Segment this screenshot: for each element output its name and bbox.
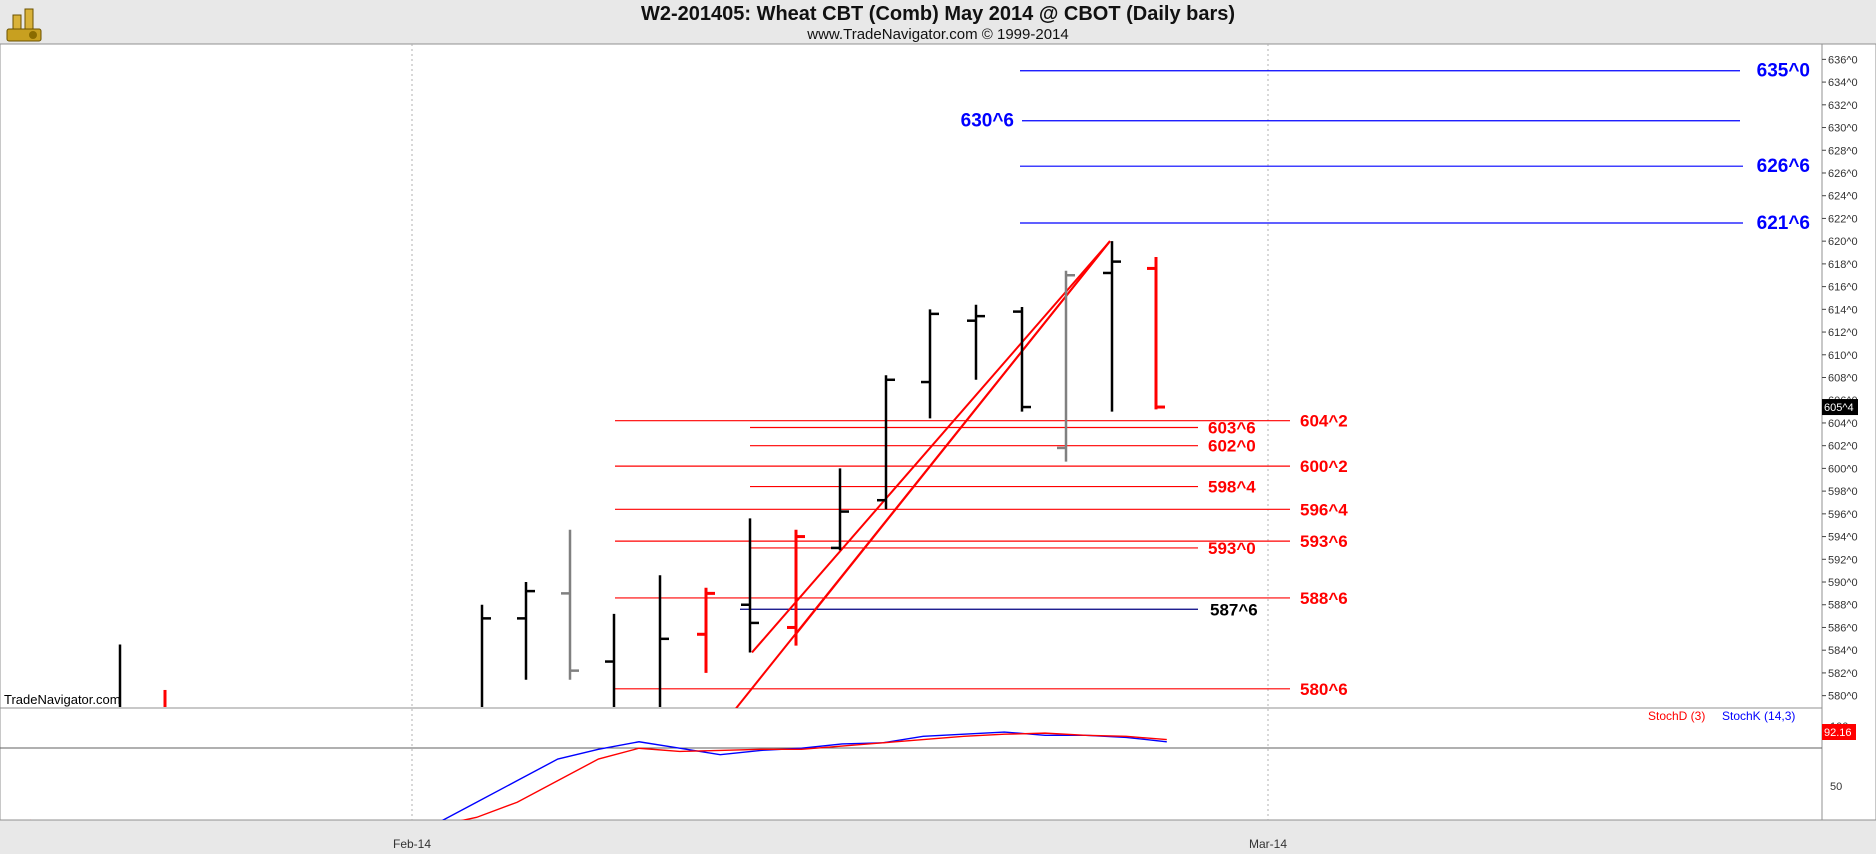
y-tick-label: 598^0 — [1828, 486, 1858, 498]
y-tick-label: 624^0 — [1828, 191, 1858, 203]
trend-line — [751, 240, 1111, 654]
watermark: TradeNavigator.com — [4, 692, 121, 707]
price-axis — [1821, 43, 1876, 821]
osc-last-value-label: 92.16 — [1824, 727, 1852, 739]
y-tick-label: 584^0 — [1828, 645, 1858, 657]
y-tick-label: 596^0 — [1828, 509, 1858, 521]
y-tick-label: 600^0 — [1828, 463, 1858, 475]
y-tick-label: 630^0 — [1828, 123, 1858, 135]
red-level-label: 598^4 — [1208, 478, 1256, 497]
y-tick-label: 604^0 — [1828, 418, 1858, 430]
oscillator-plot-area — [0, 707, 1823, 821]
y-tick-label: 610^0 — [1828, 350, 1858, 362]
y-tick-label: 586^0 — [1828, 622, 1858, 634]
red-level-label: 588^6 — [1300, 589, 1348, 608]
oscillator-group — [0, 731, 1822, 820]
osc-y-tick-label: 50 — [1830, 781, 1842, 793]
x-tick-label: Feb-14 — [393, 837, 431, 851]
trend-line — [793, 240, 1111, 638]
red-level-label: 604^2 — [1300, 412, 1348, 431]
x-tick-label: Mar-14 — [1249, 837, 1287, 851]
red-level-label: 596^4 — [1300, 500, 1348, 519]
blue-level-label: 626^6 — [1757, 156, 1810, 177]
y-tick-label: 618^0 — [1828, 259, 1858, 271]
y-tick-label: 594^0 — [1828, 532, 1858, 544]
y-tick-label: 632^0 — [1828, 100, 1858, 112]
blue-level-label: 630^6 — [961, 111, 1014, 132]
y-tick-label: 580^0 — [1828, 691, 1858, 703]
y-tick-label: 616^0 — [1828, 282, 1858, 294]
y-tick-label: 592^0 — [1828, 554, 1858, 566]
chart-title: W2-201405: Wheat CBT (Comb) May 2014 @ C… — [640, 3, 1236, 25]
legend-stochk: StochK (14,3) — [1722, 709, 1795, 723]
stochk-line — [441, 731, 1167, 820]
chart-subtitle: www.TradeNavigator.com © 1999-2014 — [807, 26, 1069, 43]
y-tick-label: 612^0 — [1828, 327, 1858, 339]
legend-stochd: StochD (3) — [1648, 709, 1705, 723]
y-tick-label: 608^0 — [1828, 373, 1858, 385]
stochd-line — [30, 732, 1167, 820]
y-tick-label: 622^0 — [1828, 213, 1858, 225]
last-price-marker — [1822, 399, 1858, 416]
blue-level-label: 635^0 — [1757, 61, 1810, 82]
main-plot-area — [0, 43, 1823, 709]
y-tick-label: 628^0 — [1828, 145, 1858, 157]
last-price-label: 605^4 — [1824, 402, 1854, 414]
y-tick-label: 588^0 — [1828, 600, 1858, 612]
osc-last-value-marker — [1822, 724, 1856, 740]
main-series-group — [118, 70, 1743, 708]
red-level-label: 593^0 — [1208, 539, 1256, 558]
red-level-label: 600^2 — [1300, 457, 1348, 476]
y-tick-label: 582^0 — [1828, 668, 1858, 680]
blue-level-label: 621^6 — [1757, 213, 1810, 234]
red-level-label: 603^6 — [1208, 418, 1256, 437]
trade-navigator-logo-icon — [6, 8, 42, 42]
red-level-label: 593^6 — [1300, 532, 1348, 551]
y-tick-label: 620^0 — [1828, 236, 1858, 248]
y-tick-label: 626^0 — [1828, 168, 1858, 180]
y-tick-label: 634^0 — [1828, 77, 1858, 89]
y-tick-label: 636^0 — [1828, 54, 1858, 66]
red-level-label: 602^0 — [1208, 437, 1256, 456]
red-level-label: 580^6 — [1300, 680, 1348, 699]
y-tick-label: 614^0 — [1828, 304, 1858, 316]
y-tick-label: 590^0 — [1828, 577, 1858, 589]
y-tick-label: 602^0 — [1828, 441, 1858, 453]
black-level-label: 587^6 — [1210, 600, 1258, 619]
